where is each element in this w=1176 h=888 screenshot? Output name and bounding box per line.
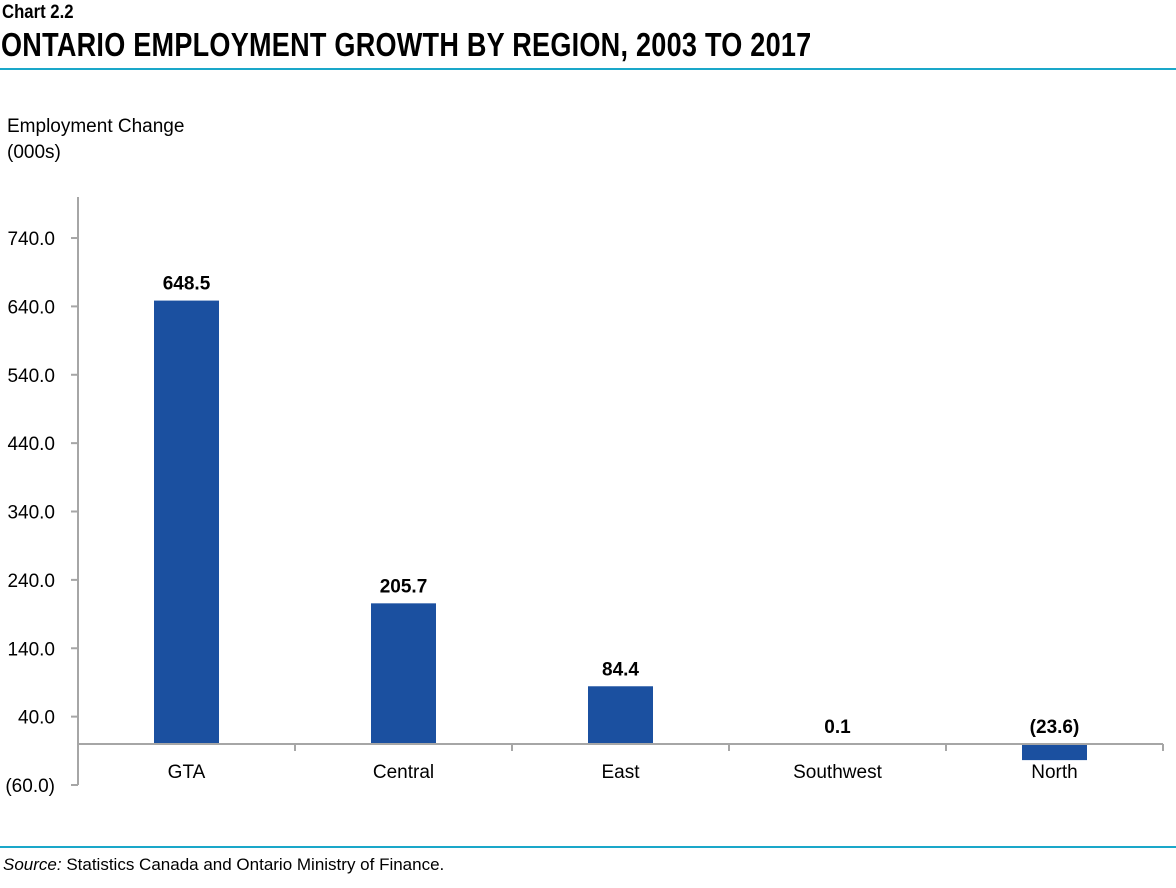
y-tick-label: 40.0: [18, 708, 55, 729]
y-tick-label: 640.0: [7, 297, 55, 318]
source-label: Source:: [3, 855, 62, 874]
y-axis-label: Employment Change (000s): [7, 114, 184, 166]
x-tick-label: East: [601, 762, 640, 783]
bar-gta: [154, 300, 219, 744]
data-label: (23.6): [1030, 717, 1080, 738]
y-axis-label-line: (000s): [7, 142, 61, 163]
x-tick-label: North: [1031, 762, 1077, 783]
y-tick-label: 340.0: [7, 503, 55, 524]
y-tick-label: 440.0: [7, 434, 55, 455]
x-tick-label: Southwest: [793, 762, 882, 783]
x-tick-label: GTA: [168, 762, 206, 783]
y-tick-label: 140.0: [7, 639, 55, 660]
bar-east: [588, 686, 653, 744]
data-label: 205.7: [380, 576, 428, 597]
y-axis-label-line: Employment Change: [7, 116, 185, 137]
y-tick-label: (60.0): [5, 776, 55, 797]
chart-title: ONTARIO EMPLOYMENT GROWTH BY REGION, 200…: [1, 26, 812, 63]
bar-north: [1022, 743, 1087, 761]
bar-central: [371, 603, 436, 744]
title-rule: [0, 68, 1176, 70]
y-tick-label: 240.0: [7, 571, 55, 592]
data-label: 648.5: [163, 274, 211, 295]
data-label: 84.4: [602, 659, 639, 680]
source-note: Source: Statistics Canada and Ontario Mi…: [3, 855, 444, 875]
footer-rule: [0, 846, 1176, 848]
source-text: Statistics Canada and Ontario Ministry o…: [61, 855, 445, 874]
x-tick-label: Central: [373, 762, 434, 783]
y-tick-label: 740.0: [7, 229, 55, 250]
chart-number: Chart 2.2: [2, 2, 74, 23]
data-label: 0.1: [824, 717, 851, 738]
y-tick-label: 540.0: [7, 366, 55, 387]
